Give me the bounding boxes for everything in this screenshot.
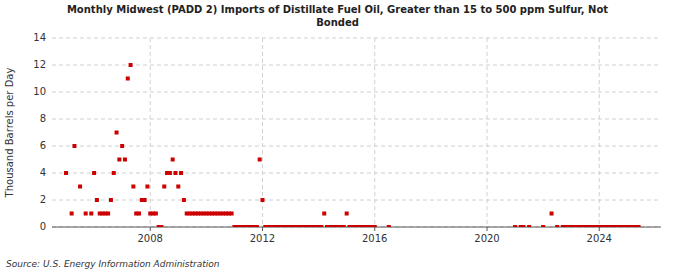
chart: 0 2 4 6 8 10 12 14 2008 2012 2016 2020 2024 Monthly M…: [0, 0, 675, 275]
point: [123, 158, 127, 162]
point: [260, 198, 264, 202]
x-grid-line: [487, 38, 488, 227]
y-tick-label: 14: [33, 32, 46, 43]
point: [117, 158, 121, 162]
point: [112, 171, 116, 175]
point: [541, 225, 545, 227]
point: [387, 225, 391, 227]
y-tick-label: 10: [33, 86, 46, 97]
point: [120, 144, 124, 148]
x-tick: [599, 227, 600, 231]
y-tick-label: 2: [40, 194, 46, 205]
y-tick-label: 12: [33, 59, 46, 70]
point: [95, 198, 99, 202]
point: [345, 212, 349, 216]
point: [171, 158, 175, 162]
point: [154, 212, 158, 216]
point: [258, 158, 262, 162]
x-tick-label: 2016: [362, 233, 387, 244]
point: [527, 225, 531, 227]
point: [176, 185, 180, 189]
point: [521, 225, 525, 227]
point: [319, 225, 323, 227]
x-tick-label: 2020: [474, 233, 499, 244]
point: [126, 77, 130, 81]
y-grid-line: [52, 92, 661, 93]
point: [129, 63, 133, 67]
x-grid-line: [374, 38, 375, 227]
point: [92, 171, 96, 175]
x-tick: [262, 227, 263, 231]
y-grid-line: [52, 119, 661, 120]
point: [109, 198, 113, 202]
y-tick-label: 0: [40, 221, 46, 232]
y-tick-label: 8: [40, 113, 46, 124]
point: [89, 212, 93, 216]
point: [162, 185, 166, 189]
title: Monthly Midwest (PADD 2) Imports of Dist…: [67, 4, 608, 28]
x-grid-line: [150, 38, 151, 227]
point: [72, 144, 76, 148]
point: [230, 212, 234, 216]
point: [342, 225, 346, 227]
y-grid-line: [52, 146, 661, 147]
x-tick-label: 2012: [250, 233, 275, 244]
x-tick: [150, 227, 151, 231]
point: [322, 212, 326, 216]
point: [131, 185, 135, 189]
points: [64, 63, 641, 227]
x-tick: [487, 227, 488, 231]
point: [106, 212, 110, 216]
point: [513, 225, 517, 227]
point: [550, 212, 554, 216]
y-tick-label: 4: [40, 167, 46, 178]
point: [78, 185, 82, 189]
y-axis-label: Thousand Barrels per Day: [4, 68, 15, 199]
point: [64, 171, 68, 175]
point: [637, 225, 641, 227]
point: [555, 225, 559, 227]
point: [115, 131, 119, 135]
point: [70, 212, 74, 216]
point: [182, 198, 186, 202]
y-grid-line: [52, 173, 661, 174]
x-tick: [374, 227, 375, 231]
x-grid-line: [599, 38, 600, 227]
x-tick-label: 2024: [587, 233, 612, 244]
y-grid-line: [52, 65, 661, 66]
y-grid-line: [52, 38, 661, 39]
point: [255, 225, 259, 227]
point: [373, 225, 377, 227]
point: [84, 212, 88, 216]
point: [159, 225, 163, 227]
point: [145, 185, 149, 189]
point: [143, 198, 147, 202]
y-tick-label: 6: [40, 140, 46, 151]
x-tick-label: 2008: [137, 233, 162, 244]
point: [137, 212, 141, 216]
source: Source: U.S. Energy Information Administ…: [6, 259, 220, 269]
point: [179, 171, 183, 175]
point: [168, 171, 172, 175]
grid: [52, 38, 661, 227]
point: [173, 171, 177, 175]
